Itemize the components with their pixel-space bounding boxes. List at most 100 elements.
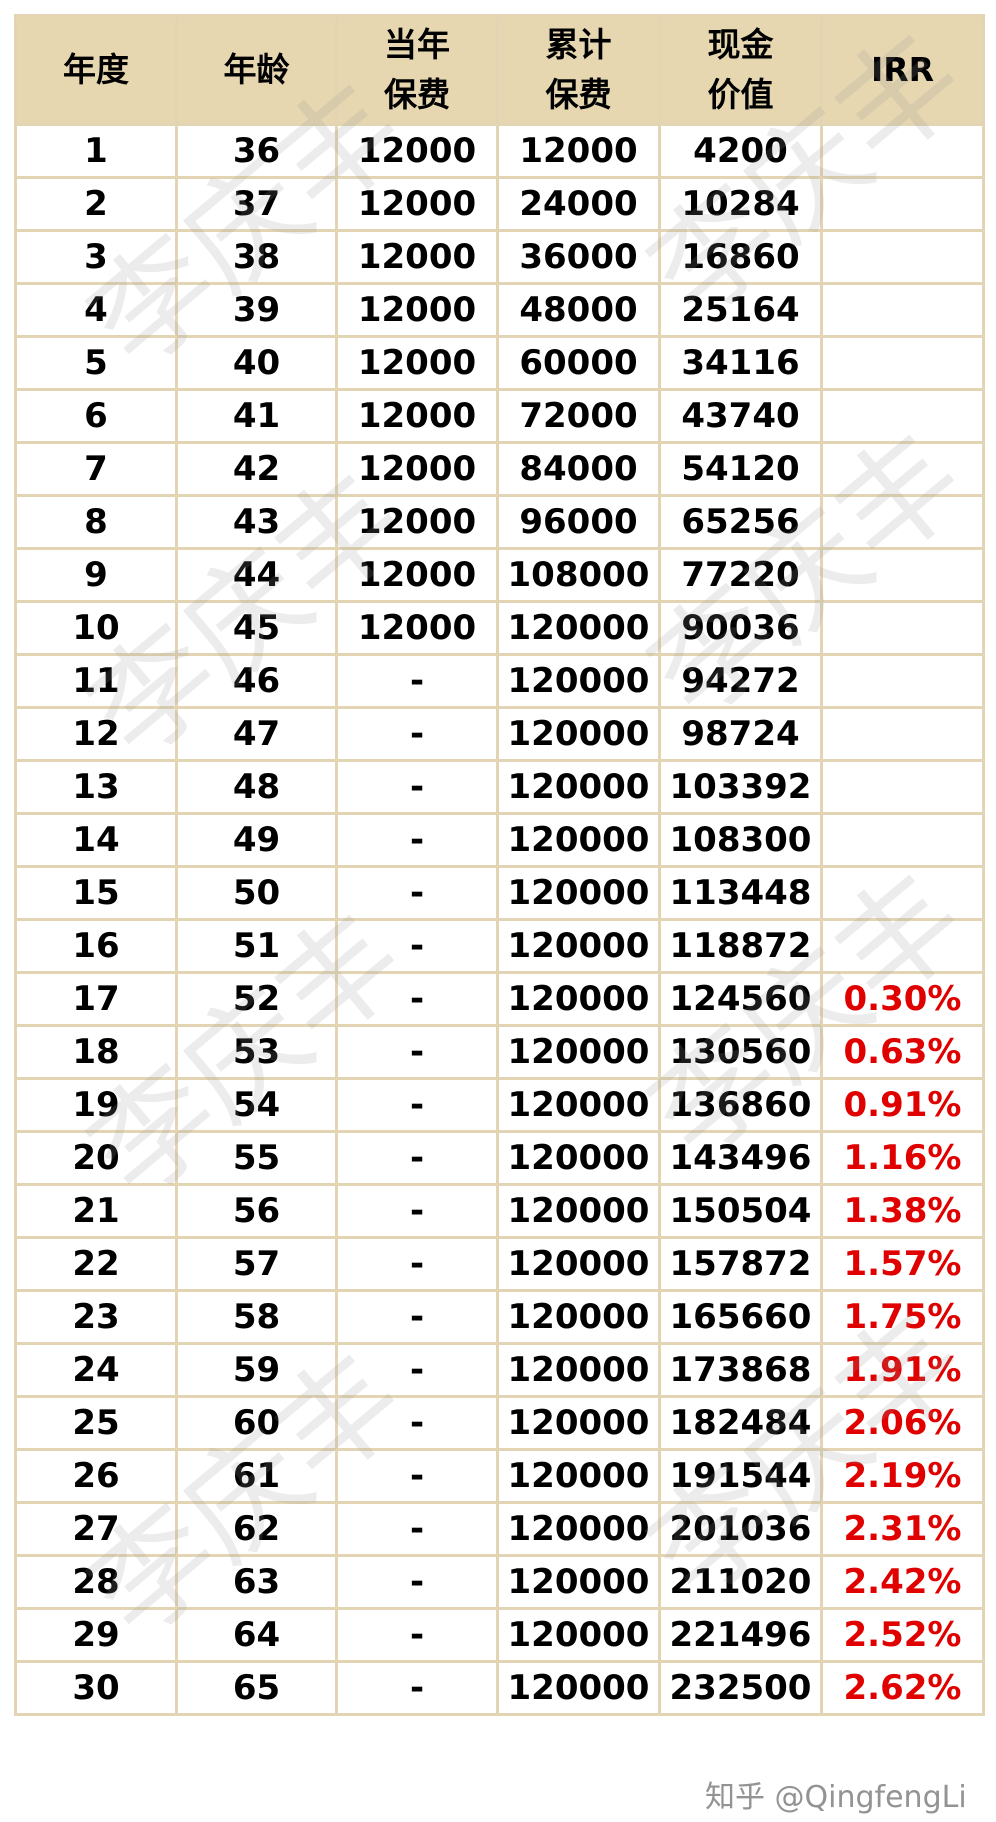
cell-age: 50 (175, 865, 338, 921)
cell-cash-value: 34116 (658, 335, 823, 391)
table-row: 26 61-120000 191544 2.19% (14, 1448, 985, 1504)
cell-year: 17 (14, 971, 178, 1027)
table-row: 15 50-120000 113448 (14, 865, 985, 921)
cell-irr (820, 229, 985, 285)
cell-age: 44 (175, 547, 338, 603)
cell-cumulative-premium: 120000 (496, 1660, 661, 1716)
cell-age: 38 (175, 229, 338, 285)
cell-age: 62 (175, 1501, 338, 1557)
cell-cash-value: 130560 (658, 1024, 823, 1080)
cell-cash-value: 165660 (658, 1289, 823, 1345)
cell-cumulative-premium: 120000 (496, 706, 661, 762)
table-row: 1 36 12000 12000 4200 (14, 123, 985, 179)
cell-year: 25 (14, 1395, 178, 1451)
table-row: 8 43 12000 96000 65256 (14, 494, 985, 550)
header-line: 当年 (384, 25, 450, 64)
table-row: 17 52-120000 124560 0.30% (14, 971, 985, 1027)
cell-irr (820, 812, 985, 868)
cell-annual-premium: - (335, 1395, 499, 1451)
cell-cumulative-premium: 120000 (496, 1183, 661, 1239)
header-line: 年龄 (223, 50, 290, 89)
table-row: 29 64-120000 221496 2.52% (14, 1607, 985, 1663)
cell-age: 59 (175, 1342, 338, 1398)
cell-year: 19 (14, 1077, 178, 1133)
cell-age: 60 (175, 1395, 338, 1451)
cell-cash-value: 54120 (658, 441, 823, 497)
cell-year: 8 (14, 494, 178, 550)
header-line: 保费 (384, 75, 450, 114)
cell-cash-value: 118872 (658, 918, 823, 974)
cell-irr (820, 176, 985, 232)
cell-cumulative-premium: 120000 (496, 653, 661, 709)
table-row: 5 40 12000 60000 34116 (14, 335, 985, 391)
cell-irr (820, 441, 985, 497)
cell-year: 18 (14, 1024, 178, 1080)
cell-annual-premium: 12000 (335, 494, 499, 550)
cell-cash-value: 173868 (658, 1342, 823, 1398)
cell-annual-premium: 12000 (335, 176, 499, 232)
table-row: 20 55-120000 143496 1.16% (14, 1130, 985, 1186)
cell-age: 41 (175, 388, 338, 444)
cell-age: 46 (175, 653, 338, 709)
cell-cumulative-premium: 24000 (496, 176, 661, 232)
table-row: 19 54-120000 136860 0.91% (14, 1077, 985, 1133)
cell-cumulative-premium: 120000 (496, 1501, 661, 1557)
cell-irr: 0.91% (820, 1077, 985, 1133)
cell-cash-value: 211020 (658, 1554, 823, 1610)
cell-age: 52 (175, 971, 338, 1027)
table-row: 24 59-120000 173868 1.91% (14, 1342, 985, 1398)
cell-irr (820, 653, 985, 709)
cell-year: 16 (14, 918, 178, 974)
cell-year: 5 (14, 335, 178, 391)
column-header-age: 年龄 (175, 14, 338, 126)
cell-year: 7 (14, 441, 178, 497)
cell-irr (820, 865, 985, 921)
cell-cumulative-premium: 120000 (496, 600, 661, 656)
cell-age: 55 (175, 1130, 338, 1186)
table-row: 22 57-120000 157872 1.57% (14, 1236, 985, 1292)
cell-cumulative-premium: 120000 (496, 1395, 661, 1451)
cell-annual-premium: 12000 (335, 441, 499, 497)
table-row: 14 49-120000 108300 (14, 812, 985, 868)
cell-age: 40 (175, 335, 338, 391)
cell-cash-value: 10284 (658, 176, 823, 232)
cell-age: 45 (175, 600, 338, 656)
cell-year: 30 (14, 1660, 178, 1716)
table-row: 6 41 12000 72000 43740 (14, 388, 985, 444)
table-row: 3 38 12000 36000 16860 (14, 229, 985, 285)
cell-cumulative-premium: 120000 (496, 812, 661, 868)
header-line: 现金 (707, 25, 774, 64)
cell-year: 24 (14, 1342, 178, 1398)
cell-year: 22 (14, 1236, 178, 1292)
cell-age: 58 (175, 1289, 338, 1345)
table-row: 13 48-120000 103392 (14, 759, 985, 815)
cell-irr (820, 759, 985, 815)
table-row: 4 39 12000 48000 25164 (14, 282, 985, 338)
cell-irr: 1.75% (820, 1289, 985, 1345)
cell-annual-premium: - (335, 1607, 499, 1663)
cell-year: 27 (14, 1501, 178, 1557)
cell-age: 49 (175, 812, 338, 868)
table-row: 30 65-120000 232500 2.62% (14, 1660, 985, 1716)
cell-annual-premium: - (335, 1554, 499, 1610)
column-header-cumulative-premium: 累计 保费 (496, 14, 661, 126)
cell-year: 23 (14, 1289, 178, 1345)
cell-cumulative-premium: 120000 (496, 1342, 661, 1398)
cell-annual-premium: - (335, 1183, 499, 1239)
cell-annual-premium: 12000 (335, 282, 499, 338)
header-row: 年度 年龄 当年 保费 累计 保费 现金 价值 IRR (14, 14, 985, 126)
cell-annual-premium: - (335, 1448, 499, 1504)
cell-cumulative-premium: 120000 (496, 918, 661, 974)
cell-irr: 1.57% (820, 1236, 985, 1292)
cell-year: 26 (14, 1448, 178, 1504)
cell-cash-value: 221496 (658, 1607, 823, 1663)
table-row: 2 37 12000 24000 10284 (14, 176, 985, 232)
cell-cumulative-premium: 48000 (496, 282, 661, 338)
cell-age: 43 (175, 494, 338, 550)
cell-year: 29 (14, 1607, 178, 1663)
cell-annual-premium: - (335, 759, 499, 815)
cell-cash-value: 143496 (658, 1130, 823, 1186)
cell-cash-value: 108300 (658, 812, 823, 868)
cell-annual-premium: - (335, 653, 499, 709)
cell-annual-premium: 12000 (335, 547, 499, 603)
